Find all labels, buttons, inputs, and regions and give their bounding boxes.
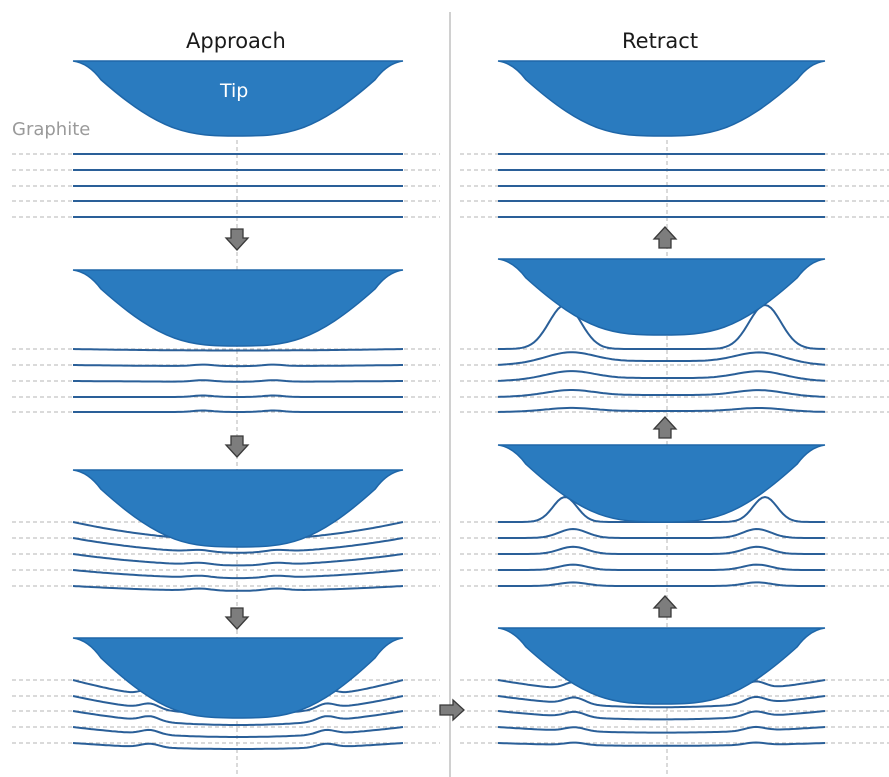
- arrow-down-icon: [226, 608, 248, 629]
- tip-retract-4: [498, 628, 825, 704]
- graphite-layer: [498, 727, 825, 733]
- retract-title: Retract: [622, 29, 698, 53]
- graphite-layer: [73, 380, 403, 382]
- arrow-up-icon: [654, 417, 676, 438]
- tips: [73, 61, 825, 718]
- graphite-layer: [73, 743, 403, 749]
- tip-approach-2: [73, 270, 403, 346]
- arrow-down-icon: [226, 436, 248, 457]
- graphite-layer: [498, 352, 825, 365]
- arrow-up-icon: [654, 596, 676, 617]
- graphite-layer: [73, 411, 403, 413]
- approach-title: Approach: [186, 29, 286, 53]
- graphite-label: Graphite: [12, 119, 90, 140]
- graphite-layer: [498, 371, 825, 381]
- graphite-layer: [73, 586, 403, 591]
- graphite-layer: [498, 565, 825, 570]
- graphite-layer: [498, 529, 825, 538]
- tip-retract-3: [498, 445, 825, 522]
- tip-retract-1: [498, 61, 825, 136]
- graphite-layer: [73, 554, 403, 565]
- arrow-up-icon: [654, 227, 676, 248]
- tip-retract-2: [498, 259, 825, 335]
- graphite-layer: [73, 396, 403, 398]
- graphite-layer: [498, 547, 825, 554]
- graphite-layer: [498, 582, 825, 586]
- arrow-down-icon: [226, 229, 248, 250]
- tip-label: Tip: [220, 80, 248, 102]
- graphite-layer: [73, 570, 403, 578]
- graphite-layer: [498, 711, 825, 719]
- tip-approach-3: [73, 470, 403, 547]
- graphite-layer: [73, 727, 403, 737]
- arrow-right-icon: [440, 700, 464, 720]
- graphite-layer: [498, 408, 825, 412]
- graphite-layer: [498, 390, 825, 397]
